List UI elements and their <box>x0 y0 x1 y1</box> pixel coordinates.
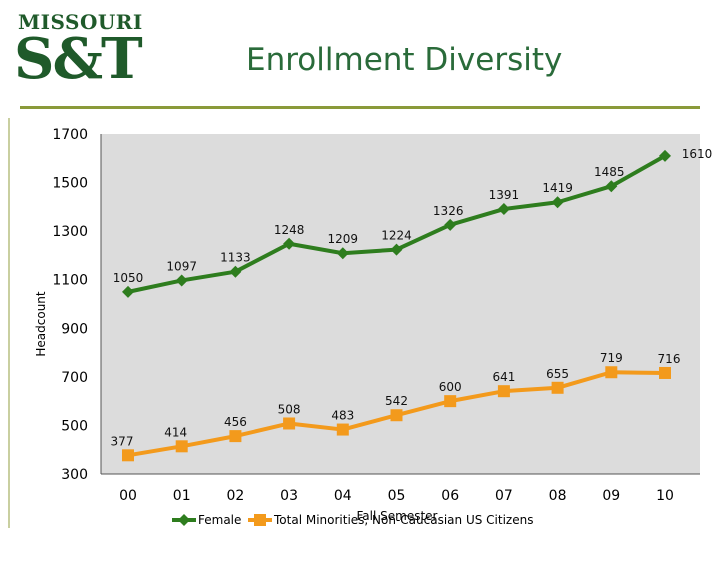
female-label-08: 1419 <box>542 181 573 195</box>
minorities-label-04: 483 <box>331 409 354 423</box>
female-point-08 <box>551 196 564 209</box>
y-tick-label-1700: 1700 <box>52 127 88 143</box>
female-label-09: 1485 <box>594 165 625 179</box>
minorities-point-07 <box>497 385 510 398</box>
side-rule <box>8 118 10 528</box>
legend-label-female: Female <box>198 513 241 527</box>
minorities-point-09 <box>605 366 618 379</box>
female-point-10 <box>659 149 671 162</box>
minorities-point-10 <box>659 366 671 379</box>
female-label-06: 1326 <box>433 204 464 218</box>
logo-wordmark: MISSOURI <box>18 10 143 34</box>
y-tick-label-300: 300 <box>61 467 88 483</box>
female-label-04: 1209 <box>328 232 359 246</box>
legend-marker-female <box>178 514 190 526</box>
y-tick-label-900: 900 <box>61 321 88 337</box>
female-point-02 <box>229 265 242 278</box>
y-tick-label-1100: 1100 <box>52 273 88 289</box>
female-point-01 <box>175 274 188 287</box>
x-tick-label-09: 09 <box>602 488 620 504</box>
x-tick-label-02: 02 <box>226 488 244 504</box>
minorities-label-03: 508 <box>278 402 301 416</box>
female-point-03 <box>283 237 296 250</box>
minorities-point-05 <box>390 409 403 422</box>
minorities-label-06: 600 <box>439 380 462 394</box>
minorities-label-05: 542 <box>385 394 408 408</box>
minorities-label-07: 641 <box>492 370 515 384</box>
minorities-label-01: 414 <box>164 425 187 439</box>
minorities-point-00 <box>122 449 134 462</box>
minorities-point-04 <box>336 423 349 436</box>
slide-title: Enrollment Diversity <box>246 42 563 78</box>
minorities-label-02: 456 <box>224 415 247 429</box>
y-tick-label-1300: 1300 <box>52 224 88 240</box>
x-tick-label-06: 06 <box>441 488 459 504</box>
female-label-03: 1248 <box>274 223 305 237</box>
minorities-point-08 <box>551 381 564 394</box>
minorities-label-00: 377 <box>111 434 134 448</box>
minorities-point-03 <box>283 417 296 430</box>
female-point-04 <box>336 247 349 260</box>
minorities-label-09: 719 <box>600 351 623 365</box>
female-label-07: 1391 <box>489 188 520 202</box>
legend-marker-minorities <box>254 514 266 526</box>
x-tick-label-00: 00 <box>119 488 137 504</box>
female-point-06 <box>444 218 457 231</box>
x-tick-label-07: 07 <box>495 488 513 504</box>
female-label-02: 1133 <box>220 251 251 265</box>
minorities-point-02 <box>229 430 242 443</box>
female-point-09 <box>605 180 618 193</box>
female-label-05: 1224 <box>381 229 412 243</box>
x-tick-label-08: 08 <box>549 488 567 504</box>
x-tick-label-04: 04 <box>334 488 352 504</box>
female-point-05 <box>390 243 403 256</box>
female-point-07 <box>497 203 510 216</box>
minorities-point-01 <box>175 440 188 453</box>
minorities-label-10: 716 <box>658 352 681 366</box>
female-label-10: 1610 <box>682 147 713 161</box>
x-tick-label-03: 03 <box>280 488 298 504</box>
y-axis-title: Headcount <box>34 291 48 357</box>
x-tick-label-10: 10 <box>656 488 674 504</box>
female-label-01: 1097 <box>166 259 197 273</box>
legend-label-minorities: Total Minorities, Non-Caucasian US Citiz… <box>273 513 533 527</box>
minorities-label-08: 655 <box>546 367 569 381</box>
y-tick-label-700: 700 <box>61 370 88 386</box>
female-label-00: 1050 <box>113 271 144 285</box>
logo-monogram: S&T <box>14 26 143 92</box>
y-tick-label-1500: 1500 <box>52 176 88 192</box>
x-tick-label-01: 01 <box>173 488 191 504</box>
y-tick-label-500: 500 <box>61 418 88 434</box>
minorities-point-06 <box>444 395 457 408</box>
x-tick-label-05: 05 <box>388 488 406 504</box>
female-point-00 <box>122 285 134 298</box>
x-axis-title: Fall Semester <box>357 509 438 523</box>
title-divider <box>20 106 700 109</box>
